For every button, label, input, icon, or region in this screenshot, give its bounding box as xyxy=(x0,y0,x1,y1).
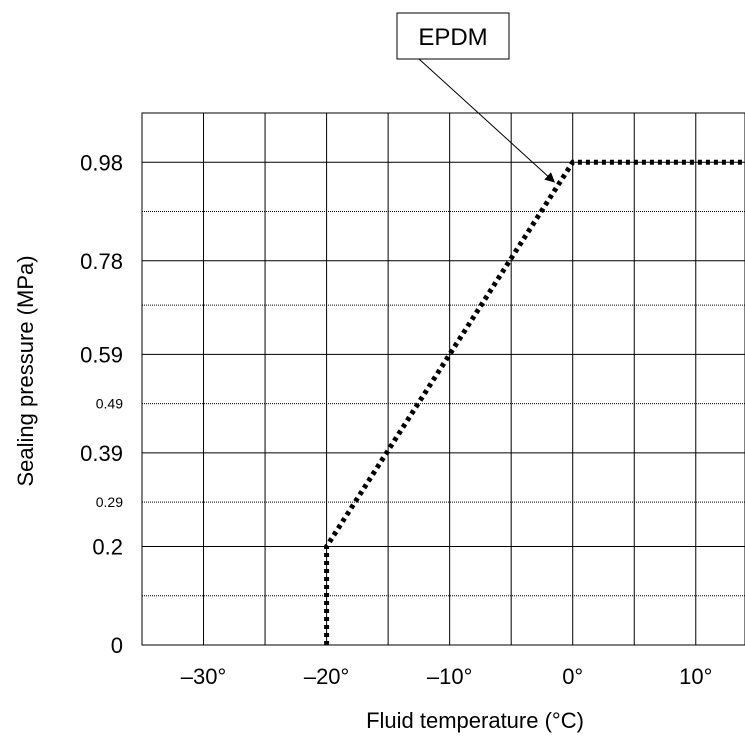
y-tick-label: 0.59 xyxy=(80,342,123,367)
x-tick-label: –10° xyxy=(427,664,473,689)
x-axis-label: Fluid temperature (°C) xyxy=(366,708,584,733)
x-tick-label: –30° xyxy=(181,664,227,689)
grid xyxy=(142,113,745,646)
annotation-label: EPDM xyxy=(418,24,487,51)
plot-frame xyxy=(141,112,745,646)
y-minor-tick-label: 0.49 xyxy=(96,396,123,412)
y-axis-label: Sealing pressure (MPa) xyxy=(13,255,38,486)
y-tick-label: 0.39 xyxy=(80,441,123,466)
annotation-arrow xyxy=(418,58,555,183)
y-tick-label: 0.98 xyxy=(80,150,123,175)
y-tick-label: 0.78 xyxy=(80,249,123,274)
x-tick-label: –20° xyxy=(304,664,350,689)
y-tick-label: 0 xyxy=(111,633,123,658)
y-tick-labels: 0 0.2 0.39 0.59 0.78 0.98 0.29 0.49 xyxy=(80,150,123,658)
y-minor-tick-label: 0.29 xyxy=(96,494,123,510)
annotation: EPDM xyxy=(396,12,555,183)
series-line-epdm xyxy=(324,159,745,645)
x-tick-label: 0° xyxy=(562,664,583,689)
x-tick-label: 10° xyxy=(679,664,712,689)
annotation-box xyxy=(396,12,510,60)
y-tick-label: 0.2 xyxy=(92,534,123,559)
plot-area xyxy=(142,113,745,645)
x-tick-labels: –30° –20° –10° 0° 10° xyxy=(181,664,713,689)
